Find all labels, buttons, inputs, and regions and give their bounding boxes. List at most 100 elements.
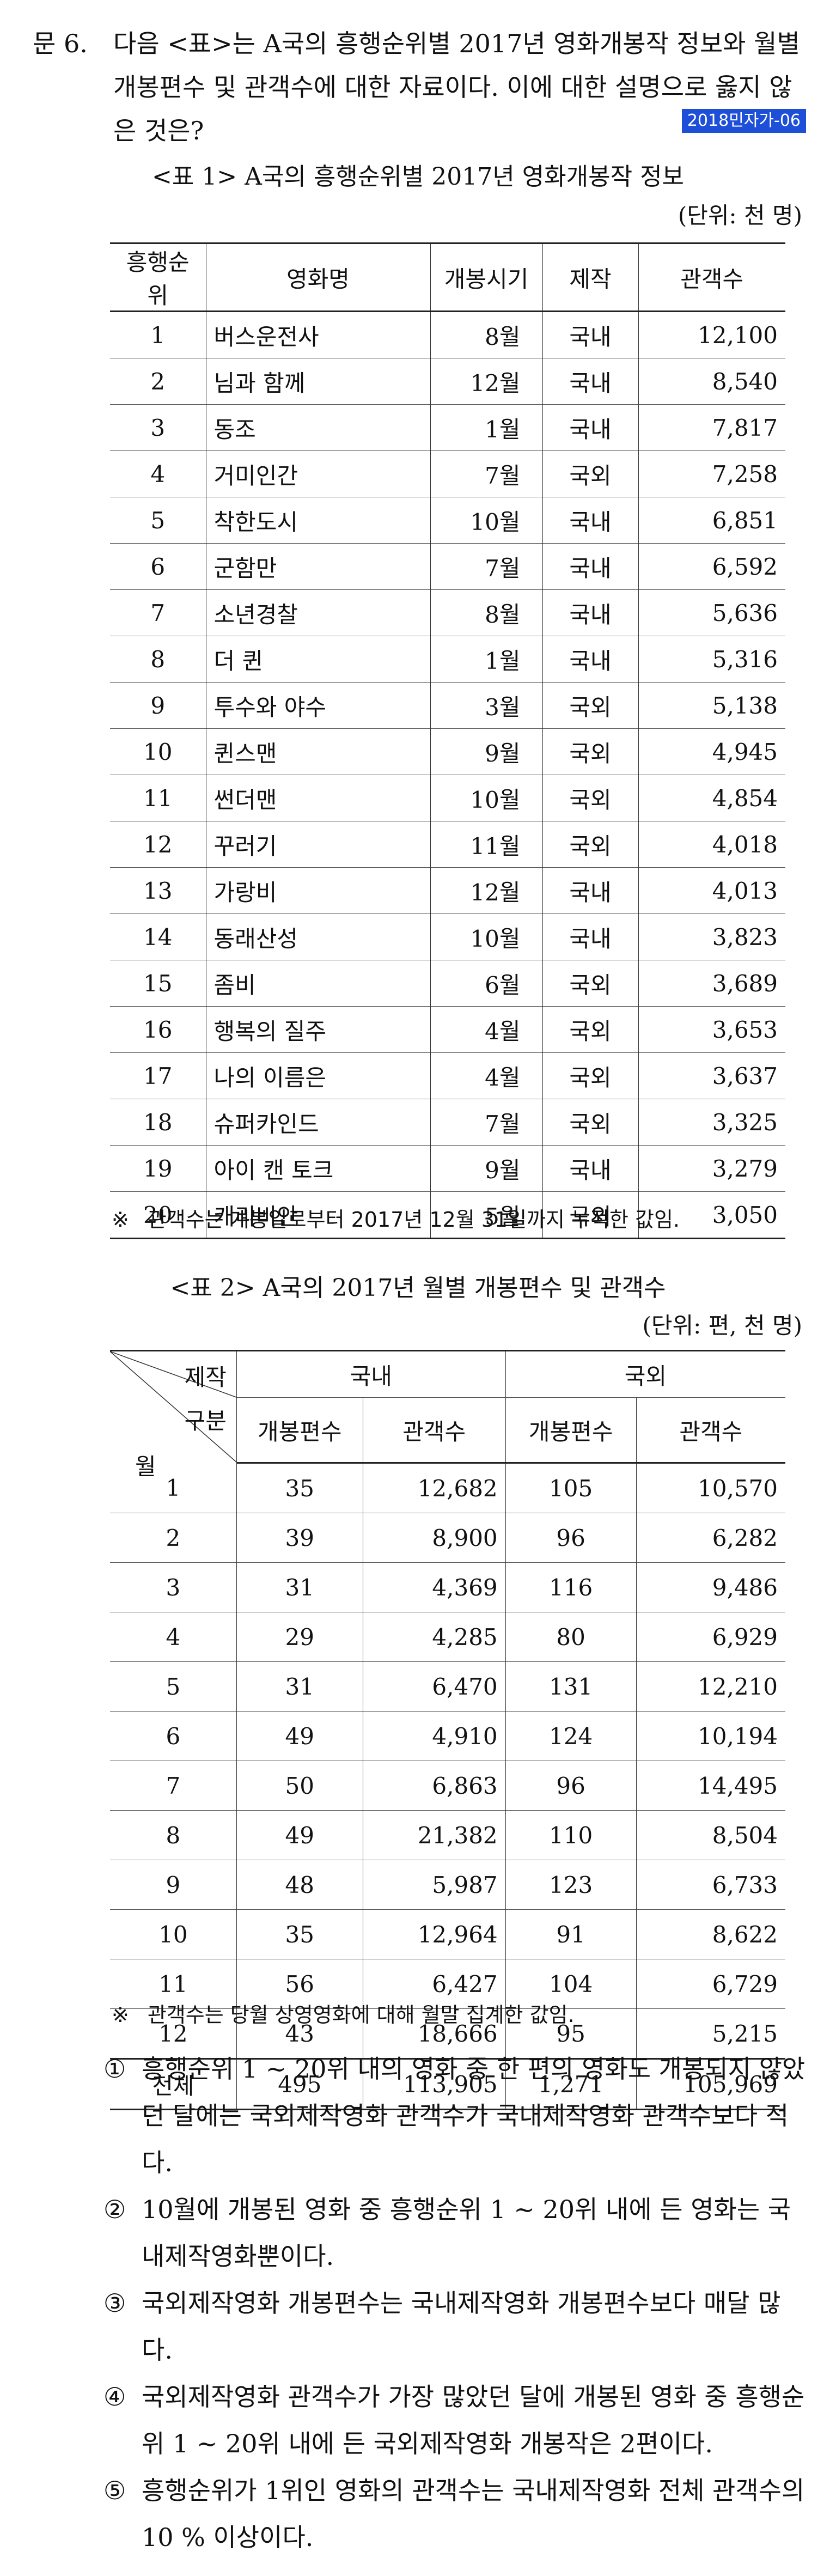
table-row: 10 35 12,964 91 8,622	[110, 1909, 785, 1959]
table1-cell-production: 국내	[542, 358, 639, 405]
choice-marker: ④	[103, 2382, 126, 2411]
table2-subheader-row: 개봉편수 관객수 개봉편수 관객수	[110, 1397, 785, 1464]
choice-marker: ③	[103, 2288, 126, 2318]
table-row: 19 아이 캔 토크 9월 국내 3,279	[110, 1145, 785, 1192]
table2-cell-foreign-count: 116	[505, 1562, 637, 1612]
table2-cell-foreign-count: 110	[505, 1810, 637, 1860]
table1-cell-release: 4월	[430, 1052, 543, 1099]
table1-cell-rank: 5	[110, 497, 206, 544]
table2-cell-domestic-count: 31	[236, 1661, 363, 1712]
table1-cell-release: 7월	[430, 1099, 543, 1146]
table1-cell-production: 국외	[542, 1099, 639, 1146]
table2-cell-domestic-audience: 21,382	[362, 1810, 506, 1860]
table1-cell-rank: 6	[110, 543, 206, 590]
table1-cell-rank: 17	[110, 1052, 206, 1099]
choice-text: 흥행순위 1 ~ 20위 내의 영화 중 한 편의 영화도 개봉되지 않았던 달…	[142, 2054, 806, 2177]
table1-cell-production: 국내	[542, 589, 639, 636]
source-tag: 2018민자가-06	[681, 109, 806, 133]
table1-cell-rank: 18	[110, 1099, 206, 1146]
table1-cell-rank: 7	[110, 589, 206, 636]
choice-2[interactable]: ② 10월에 개봉된 영화 중 흥행순위 1 ~ 20위 내에 든 영화는 국내제…	[103, 2186, 811, 2280]
table1-cell-title: 군함만	[205, 543, 431, 590]
table1-cell-release: 10월	[430, 497, 543, 544]
table2-cell-month: 12	[110, 2008, 237, 2059]
table1-note-text: 관객수는 개봉일로부터 2017년 12월 31일까지 누적한 값임.	[147, 1208, 680, 1232]
corner-label-category: 구분	[184, 1408, 227, 1434]
table2-cell-domestic-audience: 4,369	[362, 1562, 506, 1612]
table1-cell-audience: 7,817	[638, 404, 785, 451]
question-text: 다음 <표>는 A국의 흥행순위별 2017년 영화개봉작 정보와 월별 개봉편…	[113, 29, 800, 145]
table2-cell-domestic-count: 48	[236, 1860, 363, 1910]
table2-cell-domestic-audience: 8,900	[362, 1513, 506, 1563]
table2-cell-domestic-count: 35	[236, 1909, 363, 1959]
table2-corner-cell: 제작 구분 월	[110, 1350, 237, 1480]
table2-cell-foreign-audience: 9,486	[636, 1562, 785, 1612]
table2-sub-domestic-audience: 관객수	[362, 1397, 506, 1464]
table-row: 12 43 18,666 95 5,215	[110, 2008, 785, 2059]
table2-group-row: 제작 구분 월 국내 국외	[110, 1350, 785, 1480]
table1-cell-title: 슈퍼카인드	[205, 1099, 431, 1146]
table1-unit: (단위: 천 명)	[678, 202, 802, 229]
table-row: 8 49 21,382 110 8,504	[110, 1810, 785, 1860]
table1-cell-title: 소년경찰	[205, 589, 431, 636]
table2-cell-domestic-count: 31	[236, 1562, 363, 1612]
table1-cell-rank: 20	[110, 1191, 206, 1239]
table-row: 17 나의 이름은 4월 국외 3,637	[110, 1052, 785, 1099]
table-row: 11 썬더맨 10월 국외 4,854	[110, 775, 785, 821]
table1-cell-release: 7월	[430, 450, 543, 497]
table-row: 3 동조 1월 국내 7,817	[110, 404, 785, 451]
table-row: 2 39 8,900 96 6,282	[110, 1513, 785, 1563]
table1-cell-audience: 3,823	[638, 914, 785, 960]
table2-cell-domestic-count: 29	[236, 1612, 363, 1662]
table1-cell-audience: 3,637	[638, 1052, 785, 1099]
table1-cell-title: 캐리비안	[205, 1191, 431, 1239]
table1-cell-release: 1월	[430, 636, 543, 683]
note-mark: ※	[112, 1208, 129, 1232]
choice-1[interactable]: ① 흥행순위 1 ~ 20위 내의 영화 중 한 편의 영화도 개봉되지 않았던 …	[103, 2045, 811, 2186]
choice-5[interactable]: ⑤ 흥행순위가 1위인 영화의 관객수는 국내제작영화 전체 관객수의 10 % …	[103, 2467, 811, 2561]
table1-cell-production: 국내	[542, 311, 639, 358]
table2-cell-foreign-audience: 6,733	[636, 1860, 785, 1910]
table-row: 1 버스운전사 8월 국내 12,100	[110, 311, 785, 358]
table2-cell-foreign-count: 95	[505, 2008, 637, 2059]
table1-cell-production: 국내	[542, 867, 639, 914]
choice-3[interactable]: ③ 국외제작영화 개봉편수는 국내제작영화 개봉편수보다 매달 많다.	[103, 2280, 811, 2373]
table2-cell-foreign-count: 105	[505, 1463, 637, 1513]
table2-sub-foreign-audience: 관객수	[636, 1397, 785, 1464]
table2-sub-foreign-count: 개봉편수	[505, 1397, 637, 1464]
choice-4[interactable]: ④ 국외제작영화 관객수가 가장 많았던 달에 개봉된 영화 중 흥행순위 1 ~…	[103, 2373, 811, 2467]
choice-text: 흥행순위가 1위인 영화의 관객수는 국내제작영화 전체 관객수의 10 % 이…	[142, 2476, 805, 2552]
table2-cell-domestic-count: 495	[236, 2059, 363, 2110]
table1-cell-title: 투수와 야수	[205, 682, 431, 729]
table2-cell-foreign-audience: 10,570	[636, 1463, 785, 1513]
table1-cell-release: 10월	[430, 914, 543, 960]
table1-cell-audience: 5,636	[638, 589, 785, 636]
table1-cell-rank: 16	[110, 1006, 206, 1053]
table2-cell-month: 4	[110, 1612, 237, 1662]
table2-cell-foreign-count: 124	[505, 1711, 637, 1761]
table1-note: ※ 관객수는 개봉일로부터 2017년 12월 31일까지 누적한 값임.	[112, 1203, 680, 1233]
table2-cell-foreign-count: 80	[505, 1612, 637, 1662]
table1-cell-production: 국외	[542, 1006, 639, 1053]
table2-cell-foreign-audience: 12,210	[636, 1661, 785, 1712]
corner-label-month: 월	[135, 1453, 156, 1480]
table1-cell-release: 11월	[430, 821, 543, 868]
table2-group-foreign: 국외	[505, 1350, 785, 1398]
table1-cell-production: 국외	[542, 450, 639, 497]
table-row: 11 56 6,427 104 6,729	[110, 1959, 785, 2009]
table1-cell-title: 거미인간	[205, 450, 431, 497]
table1-cell-title: 아이 캔 토크	[205, 1145, 431, 1192]
table2-cell-month: 6	[110, 1711, 237, 1761]
table2-cell-foreign-audience: 8,622	[636, 1909, 785, 1959]
table2-cell-domestic-audience: 6,863	[362, 1761, 506, 1811]
table2-cell-month: 10	[110, 1909, 237, 1959]
table1-header-title: 영화명	[205, 242, 431, 312]
table1-cell-audience: 3,279	[638, 1145, 785, 1192]
table1-cell-production: 국외	[542, 682, 639, 729]
table-row: 10 퀸스맨 9월 국외 4,945	[110, 728, 785, 775]
table2-cell-month: 8	[110, 1810, 237, 1860]
table2-sub-domestic-count: 개봉편수	[236, 1397, 363, 1464]
table2-cell-domestic-count: 43	[236, 2008, 363, 2059]
table1-cell-title: 동래산성	[205, 914, 431, 960]
